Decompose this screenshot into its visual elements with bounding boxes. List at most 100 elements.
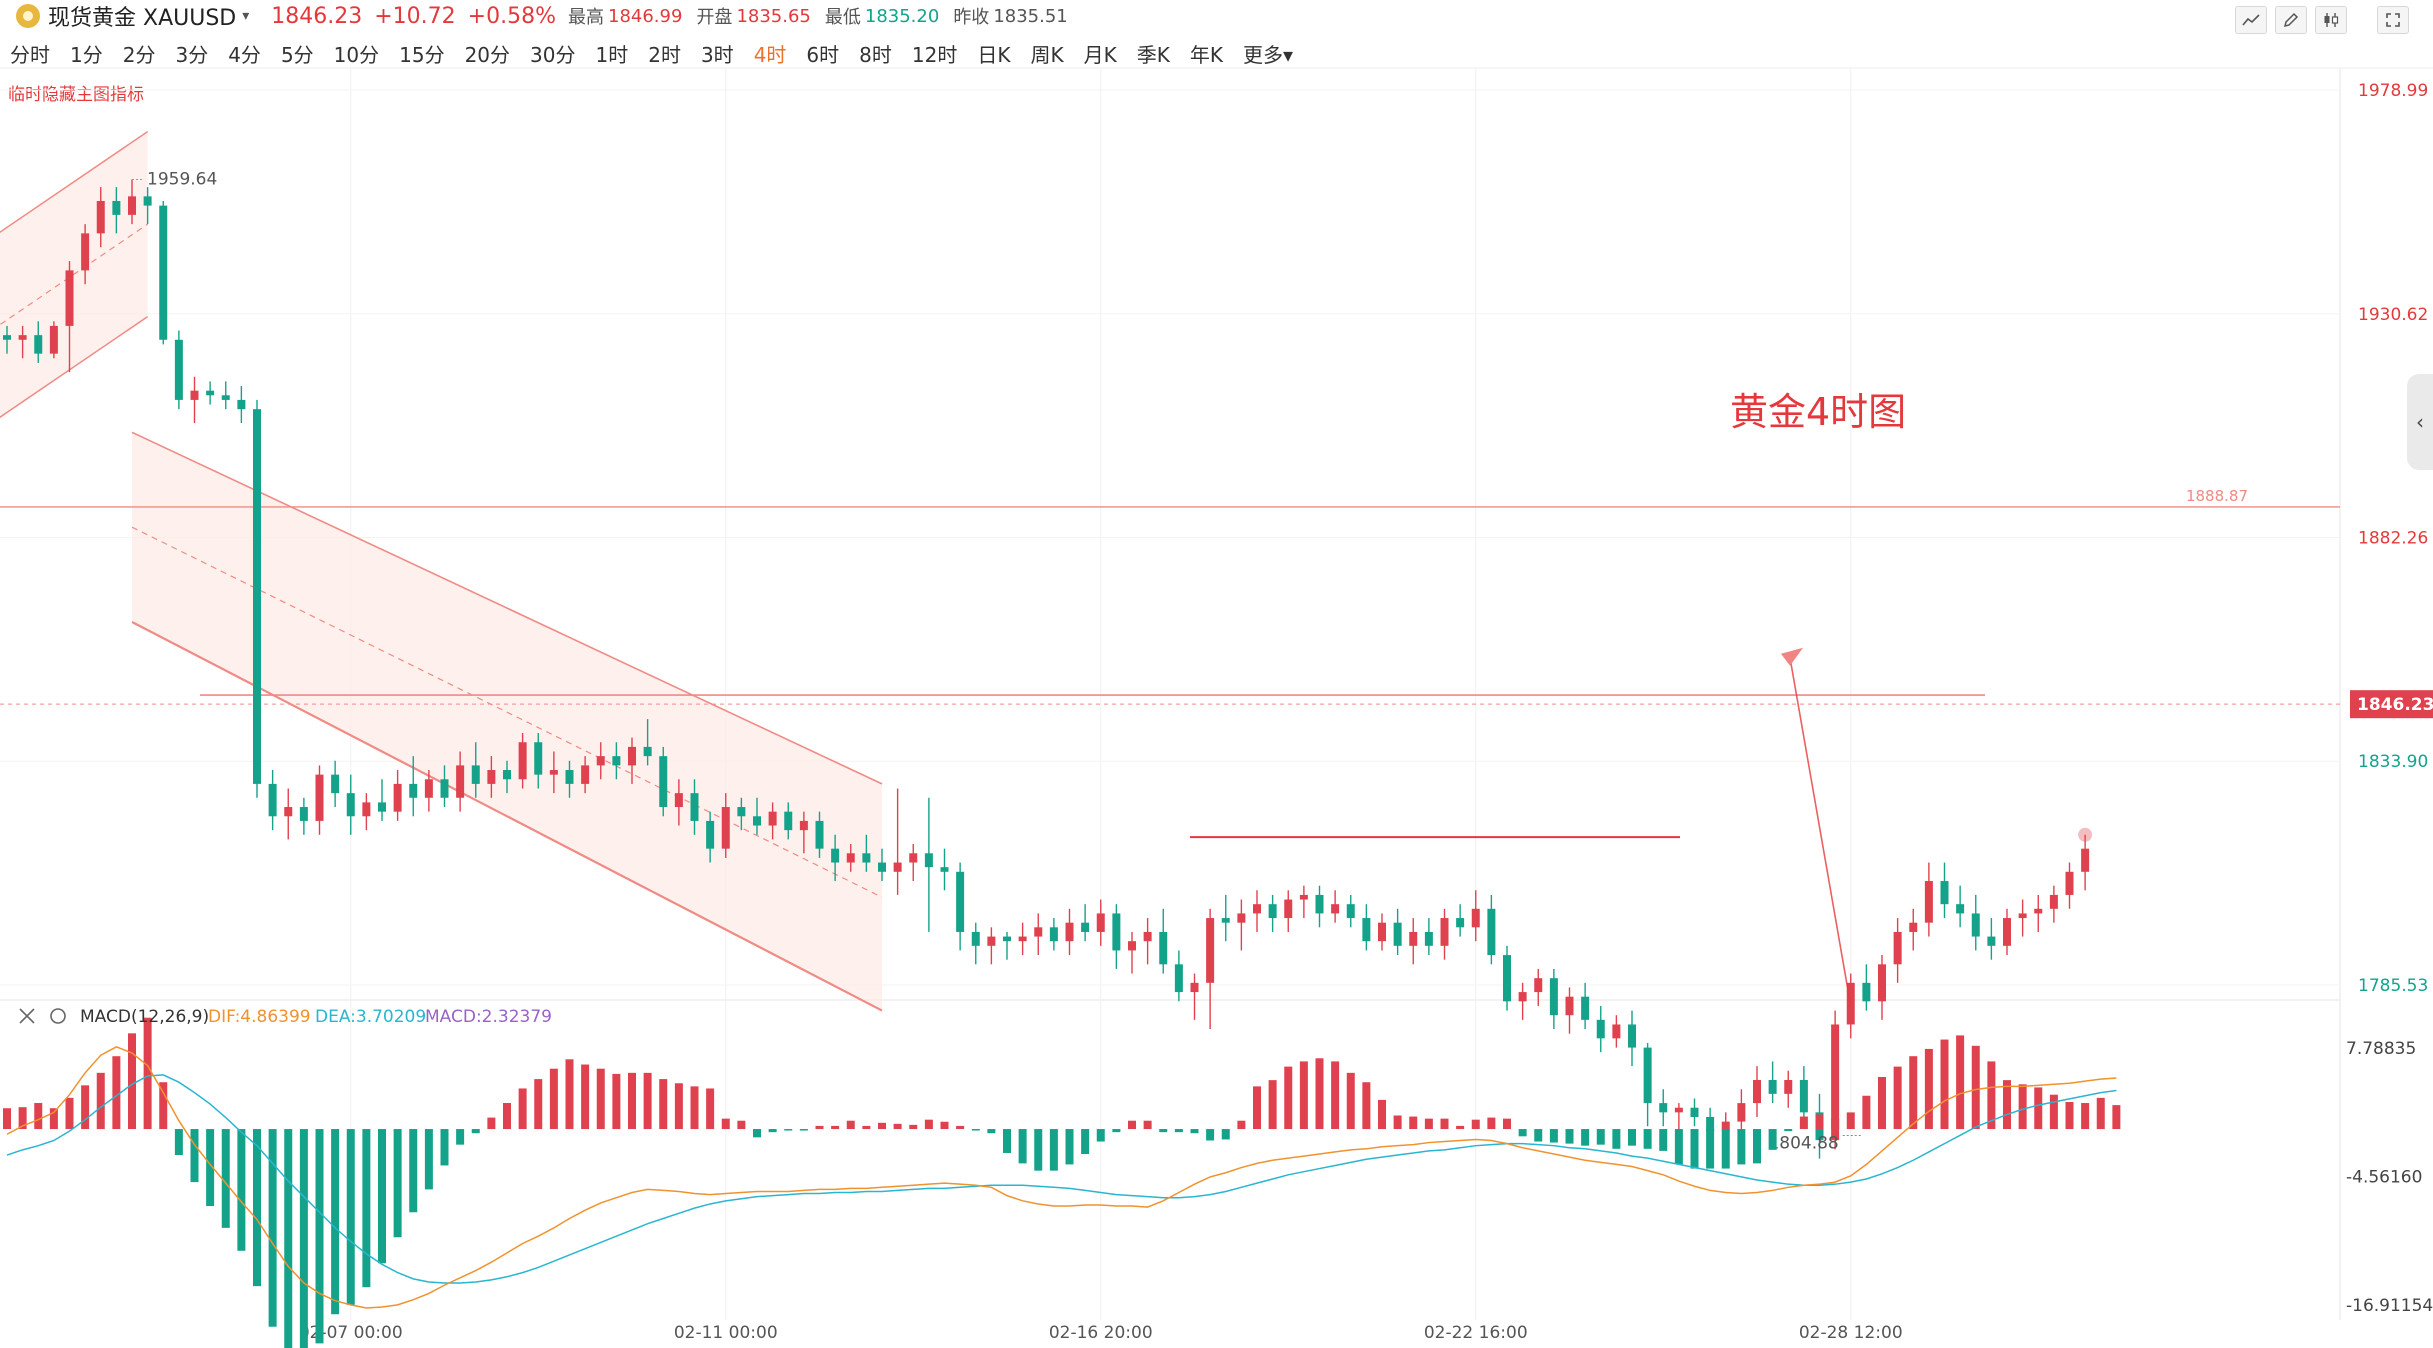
period-tab[interactable]: 2分	[122, 42, 156, 67]
time-axis-label: 02-07 00:00	[299, 1323, 403, 1343]
current-price-badge	[2350, 690, 2433, 719]
period-tab[interactable]: 分时	[10, 42, 50, 67]
macd-bar	[753, 1129, 761, 1138]
macd-bar	[409, 1129, 418, 1213]
candle	[1065, 922, 1074, 942]
candle	[1268, 904, 1277, 919]
price-axis-label: 1978.99	[2358, 81, 2428, 101]
period-tab[interactable]: 8时	[859, 42, 892, 67]
period-tab[interactable]: 15分	[399, 42, 445, 67]
macd-bar	[1190, 1129, 1199, 1134]
macd-bar	[284, 1129, 293, 1348]
candle	[659, 756, 668, 808]
macd-bar	[143, 1017, 152, 1130]
macd-bar	[956, 1125, 965, 1130]
candle	[1643, 1047, 1652, 1104]
period-tab[interactable]: 10分	[333, 42, 380, 67]
candle	[2049, 894, 2058, 909]
macd-dea-label: DEA:3.70209	[315, 1007, 426, 1027]
open-value: 1835.65	[736, 5, 811, 27]
macd-bar	[1253, 1086, 1261, 1130]
candle	[18, 335, 27, 340]
macd-bar	[1987, 1061, 1996, 1130]
macd-bar	[346, 1129, 355, 1305]
macd-bar	[440, 1129, 449, 1166]
candle	[690, 793, 699, 821]
period-tab[interactable]: 更多▾	[1242, 42, 1294, 67]
period-tab[interactable]: 3时	[700, 42, 734, 67]
candle	[2065, 871, 2074, 895]
period-tab[interactable]: 月K	[1083, 42, 1117, 67]
candle	[284, 807, 293, 817]
price-axis-label: 1833.90	[2358, 752, 2428, 772]
candle	[362, 802, 371, 817]
macd-bar	[1315, 1058, 1324, 1130]
period-tab[interactable]: 1分	[70, 42, 103, 67]
candle	[815, 820, 824, 849]
candle	[1424, 931, 1433, 946]
candle	[1924, 881, 1933, 923]
candle	[987, 936, 996, 946]
fullscreen-icon[interactable]	[2377, 6, 2409, 34]
indicator-settings-icon[interactable]	[50, 1008, 66, 1024]
candle	[1503, 955, 1511, 1002]
period-tab[interactable]: 6时	[806, 42, 840, 67]
candle	[753, 816, 761, 826]
candle	[643, 746, 652, 757]
candle	[1831, 1024, 1840, 1141]
period-tab[interactable]: 1时	[595, 42, 629, 67]
macd-bar	[971, 1129, 980, 1131]
macd-bar	[1378, 1099, 1386, 1130]
instrument-name[interactable]: 现货黄金 XAUUSD	[48, 6, 237, 31]
period-tab[interactable]: 5分	[280, 42, 314, 67]
dea-line	[6, 1074, 2117, 1284]
chart-title: 黄金4时图	[1730, 390, 1906, 434]
period-tab[interactable]: 日K	[977, 42, 1011, 67]
candle	[893, 862, 902, 872]
draw-pen-icon[interactable]	[2275, 6, 2307, 34]
period-tab[interactable]: 4分	[228, 42, 261, 67]
macd-bar	[893, 1123, 902, 1130]
period-tab[interactable]: 20分	[464, 42, 511, 67]
chart-line-icon[interactable]	[2235, 6, 2267, 34]
candle	[1612, 1024, 1621, 1039]
period-tab[interactable]: 年K	[1189, 42, 1223, 67]
macd-bar	[299, 1129, 308, 1348]
period-tab[interactable]: 周K	[1030, 42, 1064, 67]
candle	[799, 820, 808, 831]
period-tab[interactable]: 12时	[911, 42, 958, 67]
candle-style-icon[interactable]	[2315, 6, 2347, 34]
candle	[1174, 964, 1183, 993]
collapse-panel-tab[interactable]: ‹	[2407, 374, 2433, 470]
macd-bar	[1096, 1129, 1105, 1142]
instrument-dropdown-icon[interactable]: ▾	[242, 8, 250, 24]
macd-bar	[987, 1129, 996, 1134]
macd-bar	[471, 1129, 480, 1134]
period-tab[interactable]: 4时	[753, 42, 787, 67]
macd-bar	[2003, 1080, 2011, 1130]
period-tab[interactable]: 2时	[648, 42, 681, 67]
time-axis-label: 02-11 00:00	[674, 1323, 778, 1343]
candle	[862, 853, 871, 863]
candle	[1409, 931, 1418, 946]
macd-bar	[18, 1107, 27, 1130]
macd-bar	[596, 1068, 605, 1130]
low-value: 1835.20	[864, 5, 940, 27]
candle	[34, 335, 43, 354]
candle	[1909, 922, 1918, 932]
macd-bar	[1487, 1117, 1496, 1130]
candle	[518, 742, 527, 780]
period-tab[interactable]: 30分	[530, 42, 576, 67]
macd-bar	[1206, 1129, 1215, 1141]
close-indicator-icon[interactable]	[19, 1008, 35, 1024]
period-tab[interactable]: 季K	[1136, 42, 1170, 67]
period-tab[interactable]: 3分	[175, 42, 209, 67]
upper-channel-top-line	[0, 130, 149, 234]
macd-bar	[1628, 1129, 1636, 1146]
candle	[971, 931, 980, 946]
macd-bar	[549, 1068, 558, 1130]
macd-bar	[581, 1064, 590, 1130]
prev-close-value: 1835.51	[993, 5, 1068, 27]
macd-bar	[1503, 1118, 1511, 1130]
